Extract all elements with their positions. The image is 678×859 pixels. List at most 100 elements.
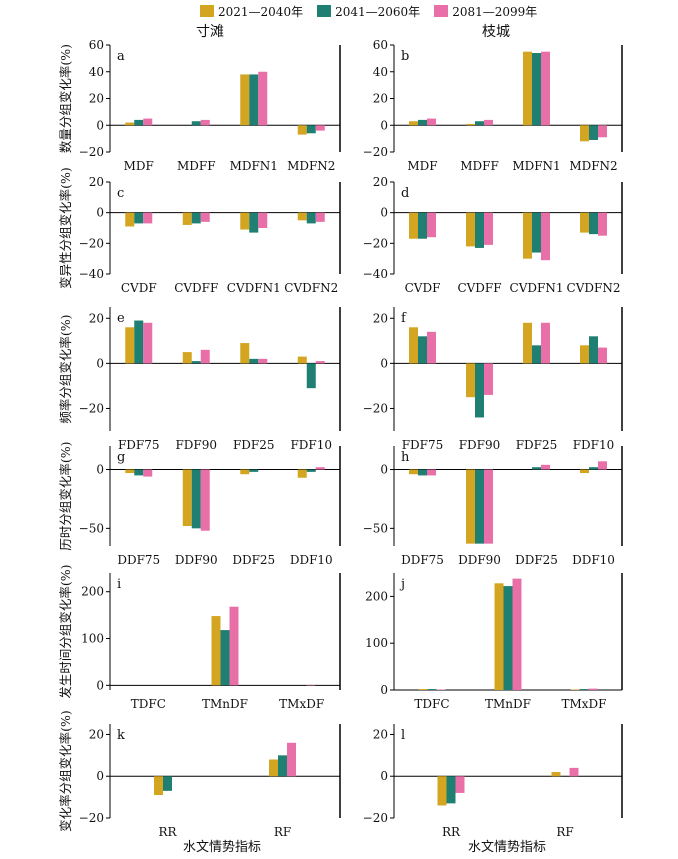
panel-d-ytick-label-2: 0: [380, 206, 388, 220]
panel-k-bar-RR-s2: [163, 776, 172, 791]
panel-d-bar-CVDF-s1: [409, 212, 418, 239]
panel-a-bar-MDFN1-s3: [258, 71, 268, 126]
panel-i-letter: i: [117, 577, 121, 592]
panel-c-bar-CVDFF-s3: [200, 212, 210, 222]
panel-h-bar-DDF90-s2: [475, 469, 484, 544]
panel-b-bar-MDFF-s1: [466, 123, 475, 126]
legend-label-3: 2081—2099年: [452, 4, 538, 19]
panel-b-bar-MDFF-s2: [475, 121, 484, 126]
panel-k-ylabel: 变化率分组变化率(%): [58, 710, 73, 832]
panel-g-bar-DDF10-s1: [297, 469, 307, 478]
panel-a-xtick-label-3: MDFN2: [287, 159, 335, 173]
panel-j-bar-TMxDF-s3: [588, 688, 598, 690]
panel-h-bar-DDF90-s3: [484, 469, 493, 544]
panel-j-bar-TMnDF-s3: [512, 578, 522, 690]
panel-c-ytick-label-3: 20: [89, 175, 104, 189]
panel-b-letter: b: [401, 49, 409, 64]
panel-f-bar-FDF25-s3: [541, 322, 550, 364]
panel-d-bar-CVDFN1-s1: [523, 212, 532, 259]
panel-g: −50 0g DDF75 DDF90 DDF25 DDF10 历时分组变化率(%): [58, 441, 341, 567]
panel-a-bar-MDF-s3: [143, 118, 153, 126]
panel-e-ytick-label-1: 0: [96, 356, 104, 370]
panel-k-xtick-label-1: RF: [274, 825, 291, 839]
panel-d-bar-CVDF-s2: [418, 212, 427, 239]
panel-a-ytick-label-4: 60: [89, 38, 104, 52]
panel-a-bar-MDFN1-s1: [240, 74, 250, 126]
panel-c-xtick-label-2: CVDFN1: [227, 281, 281, 295]
panel-j-xtick-label-2: TMxDF: [561, 697, 606, 711]
legend: 2021—2040年 2041—2060年 2081—2099年: [200, 2, 551, 20]
panel-j-ytick-label-2: 200: [365, 589, 388, 603]
panel-b-bar-MDFN2-s3: [598, 125, 607, 138]
panel-l-ytick-label-0: −20: [363, 811, 388, 825]
panel-h-bar-DDF25-s3: [541, 464, 550, 470]
panel-i-ytick-label-1: 100: [81, 632, 104, 646]
legend-item-2: 2041—2060年: [317, 3, 420, 20]
panel-c-bar-CVDF-s1: [125, 212, 135, 227]
panel-h-ytick-label-0: −50: [363, 521, 388, 535]
panel-l-xtick-label-0: RR: [442, 825, 461, 839]
panel-e-letter: e: [117, 311, 125, 326]
panel-k-bar-RF-s3: [287, 742, 296, 777]
legend-label-1: 2021—2040年: [218, 4, 304, 19]
panel-j-bar-TMnDF-s2: [503, 586, 513, 690]
panel-c-ytick-label-0: −40: [79, 267, 104, 281]
legend-swatch-2: [317, 5, 332, 17]
panel-b-bar-MDFF-s3: [484, 119, 493, 126]
panel-l-bar-RR-s2: [446, 776, 456, 804]
panel-b-bar-MDFN1-s3: [541, 51, 550, 126]
panel-c-ytick-label-2: 0: [96, 206, 104, 220]
panel-a-ylabel: 数量分组变化率(%): [58, 44, 73, 153]
panel-a-xtick-label-1: MDFF: [177, 159, 216, 173]
panel-l-xtick-label-1: RF: [556, 825, 573, 839]
panel-b-bar-MDFN2-s2: [589, 125, 598, 140]
panel-c-bar-CVDFN1-s3: [258, 212, 268, 228]
panel-i-ytick-label-0: 0: [96, 678, 104, 692]
panel-a-bar-MDFN2-s2: [306, 125, 316, 134]
panel-g-bar-DDF10-s3: [315, 467, 325, 470]
panel-i-bar-TMnDF-s2: [220, 630, 230, 686]
panel-g-xtick-label-3: DDF10: [290, 553, 333, 567]
panel-e-ylabel: 频率分组变化率(%): [58, 314, 73, 423]
panel-g-ylabel: 历时分组变化率(%): [58, 441, 73, 550]
panel-h-bar-DDF25-s2: [532, 467, 541, 470]
panel-d-bar-CVDFN2-s3: [598, 212, 607, 236]
panel-j-bar-TDFC-s2: [427, 689, 437, 690]
panel-e-bar-FDF10-s1: [297, 356, 307, 364]
panel-d-xtick-label-3: CVDFN2: [567, 281, 621, 295]
legend-item-1: 2021—2040年: [200, 3, 303, 20]
panel-g-xtick-label-0: DDF75: [117, 553, 160, 567]
panel-g-bar-DDF10-s2: [306, 469, 316, 472]
panel-g-bar-DDF75-s3: [143, 469, 153, 477]
panel-c-bar-CVDFN2-s2: [306, 212, 316, 224]
panel-h-bar-DDF10-s2: [589, 467, 598, 470]
panel-f-bar-FDF90-s1: [466, 363, 475, 398]
panel-b-bar-MDFN2-s1: [580, 125, 589, 142]
panel-d-bar-CVDFN1-s3: [541, 212, 550, 261]
panel-a-bar-MDF-s1: [125, 122, 135, 126]
panel-a: −20 0 20 40 60 a MDF MDFF MDFN1 MDFN2 数量分组变化率(%): [58, 38, 341, 173]
panel-a-bar-MDF-s2: [134, 119, 144, 126]
panel-g-bar-DDF90-s3: [200, 469, 210, 531]
panel-f-bar-FDF25-s2: [532, 345, 541, 364]
panel-b-bar-MDF-s2: [418, 119, 427, 126]
panel-i-bar-TMnDF-s1: [211, 616, 221, 686]
panel-d-bar-CVDFF-s3: [484, 212, 493, 245]
panel-g-bar-DDF75-s1: [125, 469, 135, 474]
panel-k-bar-RF-s2: [278, 755, 287, 777]
panel-g-bar-DDF25-s1: [240, 469, 250, 475]
panel-c-xtick-label-1: CVDFF: [174, 281, 218, 295]
panel-g-letter: g: [117, 450, 125, 465]
panel-f-bar-FDF75-s3: [427, 331, 436, 364]
panel-j-ytick-label-1: 100: [365, 636, 388, 650]
legend-label-2: 2041—2060年: [335, 4, 421, 19]
panel-a-ytick-label-0: −20: [79, 145, 104, 159]
panel-l-bar-RR-s3: [455, 776, 465, 793]
column-title-zhicheng: 枝城: [482, 24, 510, 40]
panel-b-bar-MDF-s1: [409, 121, 418, 126]
panel-h-xtick-label-2: DDF25: [515, 553, 558, 567]
panel-j-bar-TMnDF-s1: [494, 583, 504, 690]
panel-j-bar-TMxDF-s2: [579, 689, 589, 690]
panel-j: 0 100 200 j TDFC TMnDF TMxDF: [365, 573, 623, 711]
